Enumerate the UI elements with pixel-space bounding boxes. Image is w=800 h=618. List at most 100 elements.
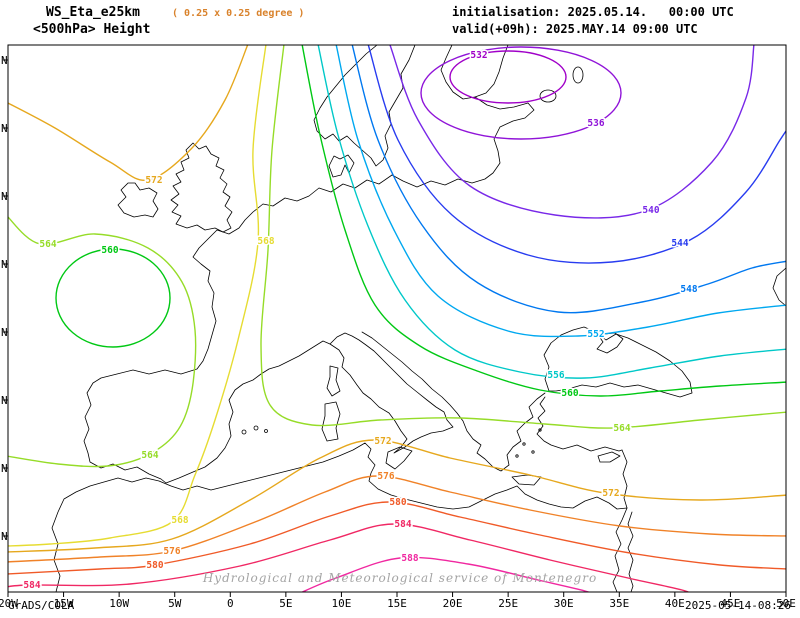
contour-label-564: 564 xyxy=(39,239,56,250)
coastline xyxy=(361,331,546,472)
resolution-note: ( 0.25 x 0.25 degree ) xyxy=(172,8,305,19)
contour-label-568: 568 xyxy=(257,236,274,247)
contours-layer xyxy=(8,45,786,592)
contour-label-544: 544 xyxy=(671,238,688,249)
coastline xyxy=(627,511,634,592)
coastline xyxy=(621,449,628,509)
coastline xyxy=(391,96,535,188)
island-dot xyxy=(241,429,247,435)
contour-line-576 xyxy=(8,475,786,563)
x-tick-label: 45E xyxy=(720,597,740,610)
contour-label-576: 576 xyxy=(377,471,394,482)
contour-line-580 xyxy=(8,501,786,575)
contour-labels-layer: 532 536 540 544 548 552 556 560 560 564 564 564 568 5… xyxy=(22,49,699,593)
contour-line-568 xyxy=(8,45,267,547)
contour-label-536: 536 xyxy=(587,118,604,129)
x-tick-label: 10E xyxy=(331,597,351,610)
contour-line-548 xyxy=(351,45,786,314)
contour-label-548: 548 xyxy=(680,284,697,295)
coastline xyxy=(117,182,159,218)
coastline xyxy=(328,154,355,178)
coastline xyxy=(385,446,413,470)
contour-label-584: 584 xyxy=(394,519,411,530)
contour-line-532 xyxy=(449,50,567,104)
y-tick-label: N xyxy=(1,530,8,543)
contour-label-576: 576 xyxy=(163,546,180,557)
contour-label-532: 532 xyxy=(470,50,487,61)
y-axis: N N N N N N N N xyxy=(1,54,8,543)
x-tick-label: 0 xyxy=(227,597,234,610)
valid-time-label: valid(+09h): 2025.MAY.14 09:00 UTC xyxy=(452,22,698,36)
coastline xyxy=(536,396,623,452)
x-tick-label: 20W xyxy=(0,597,18,610)
coastline xyxy=(313,45,416,167)
x-tick-label: 15W xyxy=(54,597,74,610)
contour-label-560: 560 xyxy=(561,388,578,399)
coastline xyxy=(543,326,693,398)
creation-timestamp: 2025-05-14-08:26 xyxy=(685,599,791,612)
contour-label-540: 540 xyxy=(642,205,659,216)
x-tick-label: 5E xyxy=(279,597,292,610)
y-tick-label: N xyxy=(1,462,8,475)
grads-credit: GrADS/COLA xyxy=(8,599,75,612)
x-tick-label: 25E xyxy=(498,597,518,610)
plot-frame xyxy=(7,44,787,593)
contour-line-556 xyxy=(317,45,786,379)
coastline xyxy=(83,174,393,484)
contour-label-588: 588 xyxy=(401,553,418,564)
contour-line-572 xyxy=(8,45,249,181)
contour-label-580: 580 xyxy=(389,497,406,508)
coastline xyxy=(170,142,233,233)
contour-line-560 xyxy=(55,248,171,348)
island-dot xyxy=(522,442,526,446)
coastlines-layer xyxy=(51,45,786,592)
coastline xyxy=(511,474,542,486)
x-tick-label: 10W xyxy=(109,597,129,610)
x-axis: 20W 15W 10W 5W 0 5E 10E 15E 20E 25E 30E 35E 40E 45E 50… xyxy=(0,592,796,610)
contour-line-564 xyxy=(260,45,786,429)
y-tick-label: N xyxy=(1,394,8,407)
contour-label-552: 552 xyxy=(587,329,604,340)
contour-label-564: 564 xyxy=(141,450,158,461)
y-tick-label: N xyxy=(1,190,8,203)
y-tick-label: N xyxy=(1,122,8,135)
y-tick-label: N xyxy=(1,258,8,271)
x-tick-label: 40E xyxy=(665,597,685,610)
coastline xyxy=(440,45,509,100)
contour-line-572 xyxy=(8,439,786,553)
contour-line-560 xyxy=(301,45,786,397)
x-tick-label: 35E xyxy=(609,597,629,610)
contour-line-544 xyxy=(367,45,786,264)
contour-label-572: 572 xyxy=(374,436,391,447)
contour-label-556: 556 xyxy=(547,370,564,381)
coastline xyxy=(321,401,341,442)
field-title: <500hPa> Height xyxy=(33,22,151,37)
contour-label-564: 564 xyxy=(613,423,630,434)
contour-label-584: 584 xyxy=(23,580,40,591)
x-tick-label: 20E xyxy=(443,597,463,610)
contour-line-552 xyxy=(335,45,786,338)
model-title: WS_Eta_e25km xyxy=(46,5,140,20)
x-tick-label: 30E xyxy=(554,597,574,610)
lake-outline xyxy=(539,89,557,103)
contour-line-564 xyxy=(8,216,197,468)
contour-line-588 xyxy=(300,556,591,592)
coastline xyxy=(597,451,621,463)
contour-line-540 xyxy=(389,45,755,219)
x-tick-label: 50E xyxy=(776,597,796,610)
island-dot xyxy=(538,428,542,432)
coastline xyxy=(772,267,786,307)
y-tick-label: N xyxy=(1,326,8,339)
island-dot xyxy=(253,425,259,431)
lake-outline xyxy=(572,66,584,84)
contour-line-536 xyxy=(420,46,622,140)
contour-label-580: 580 xyxy=(146,560,163,571)
contour-label-560: 560 xyxy=(101,245,118,256)
island-dot xyxy=(531,450,535,454)
y-tick-label: N xyxy=(1,54,8,67)
contour-label-572: 572 xyxy=(145,175,162,186)
coastline xyxy=(51,442,628,592)
watermark: Hydrological and Meteorological service … xyxy=(202,571,598,585)
